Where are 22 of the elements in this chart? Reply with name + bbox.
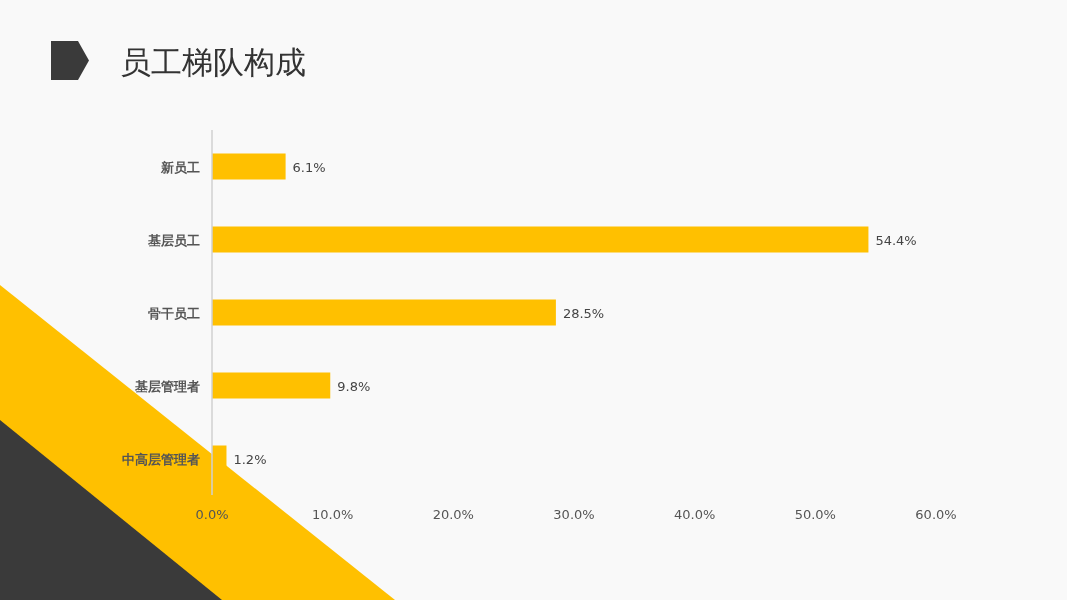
y-tick-label: 中高层管理者 xyxy=(122,451,200,467)
bar xyxy=(212,372,331,399)
y-tick-label: 基层管理者 xyxy=(134,378,200,394)
data-label: 6.1% xyxy=(292,159,326,175)
data-label: 28.5% xyxy=(562,305,605,321)
data-label: 9.8% xyxy=(337,378,371,394)
bar xyxy=(212,299,556,326)
x-tick-label: 10.0% xyxy=(312,507,354,522)
x-tick-label: 30.0% xyxy=(553,507,595,522)
y-tick-label: 新员工 xyxy=(160,159,200,175)
y-tick-label: 基层员工 xyxy=(147,232,200,248)
x-tick-label: 60.0% xyxy=(915,507,957,522)
bar xyxy=(212,226,869,253)
data-label: 54.4% xyxy=(875,232,917,248)
bar xyxy=(212,153,286,180)
y-tick-label: 骨干员工 xyxy=(148,305,200,321)
chart-title: 员工梯队构成 xyxy=(120,44,306,80)
x-tick-label: 40.0% xyxy=(674,507,716,522)
x-tick-label: 20.0% xyxy=(432,507,474,522)
data-label: 1.2% xyxy=(233,451,267,467)
x-tick-label: 0.0% xyxy=(195,507,229,522)
x-tick-label: 50.0% xyxy=(794,507,836,522)
